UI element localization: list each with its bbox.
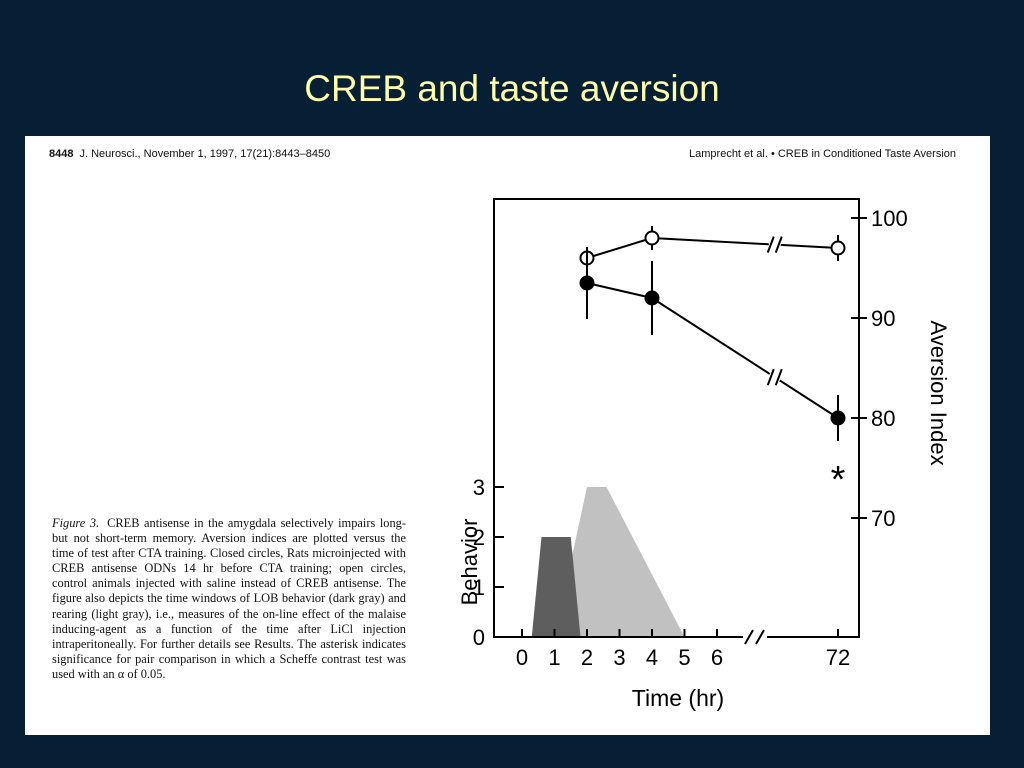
open-line-break-mark [766, 236, 775, 253]
light-gray-area [554, 487, 685, 637]
dark-gray-area [531, 537, 581, 637]
page-number: 8448 [49, 148, 74, 160]
x-tick-label: 2 [581, 645, 593, 670]
closed-series-line [651, 297, 839, 419]
y-left-axis-label: Behavior [457, 519, 482, 606]
x-tick-label: 5 [678, 645, 690, 670]
x-axis-break-gap [743, 629, 767, 645]
closed-line-break-mark [766, 368, 775, 386]
closed-series-line [586, 282, 653, 299]
caption-label: Figure 3. [52, 516, 100, 530]
y-right-tick-label: 70 [871, 506, 895, 531]
y-left-tick-label: 3 [473, 475, 485, 500]
x-tick-label: 6 [711, 645, 723, 670]
closed-data-point [644, 290, 660, 306]
x-axis-break-mark [755, 629, 765, 645]
journal-header: 8448 J. Neurosci., November 1, 1997, 17(2… [49, 148, 330, 160]
closed-data-point [830, 410, 846, 426]
caption-text: CREB antisense in the amygdala selective… [52, 516, 406, 681]
open-series-line [586, 237, 653, 259]
y-right-tick-label: 100 [871, 206, 908, 231]
y-left-tick-label: 0 [473, 625, 485, 650]
slide-title: CREB and taste aversion [304, 68, 720, 109]
closed-data-point [579, 275, 595, 291]
open-series-line [651, 237, 839, 249]
x-axis-break-mark [744, 629, 754, 645]
behavior-areas [531, 487, 685, 637]
series-layer: * [579, 226, 846, 501]
open-data-point [830, 240, 846, 256]
significance-asterisk: * [831, 459, 846, 501]
y-right-tick-label: 90 [871, 306, 895, 331]
y-left-tick-label: 2 [473, 525, 485, 550]
article-header: Lamprecht et al. • CREB in Conditioned T… [689, 148, 956, 160]
x-tick-label: 1 [548, 645, 560, 670]
open-line-break-mark [774, 236, 783, 253]
journal-citation: J. Neurosci., November 1, 1997, 17(21):8… [79, 148, 331, 160]
x-axis-label: Time (hr) [632, 685, 724, 711]
paper-figure-image: 8448 J. Neurosci., November 1, 1997, 17(2… [25, 136, 990, 735]
closed-line-break-mark [774, 368, 783, 386]
y-left-tick-label: 1 [473, 575, 485, 600]
x-tick-label: 0 [516, 645, 528, 670]
x-tick-label: 3 [613, 645, 625, 670]
x-tick-label: 72 [826, 645, 850, 670]
open-data-point [644, 230, 660, 246]
x-tick-label: 4 [646, 645, 658, 670]
axis-breaks [743, 629, 767, 645]
figure-caption: Figure 3. CREB antisense in the amygdala … [52, 516, 406, 682]
y-right-axis-label: Aversion Index [926, 320, 951, 465]
y-right-tick-label: 80 [871, 406, 895, 431]
